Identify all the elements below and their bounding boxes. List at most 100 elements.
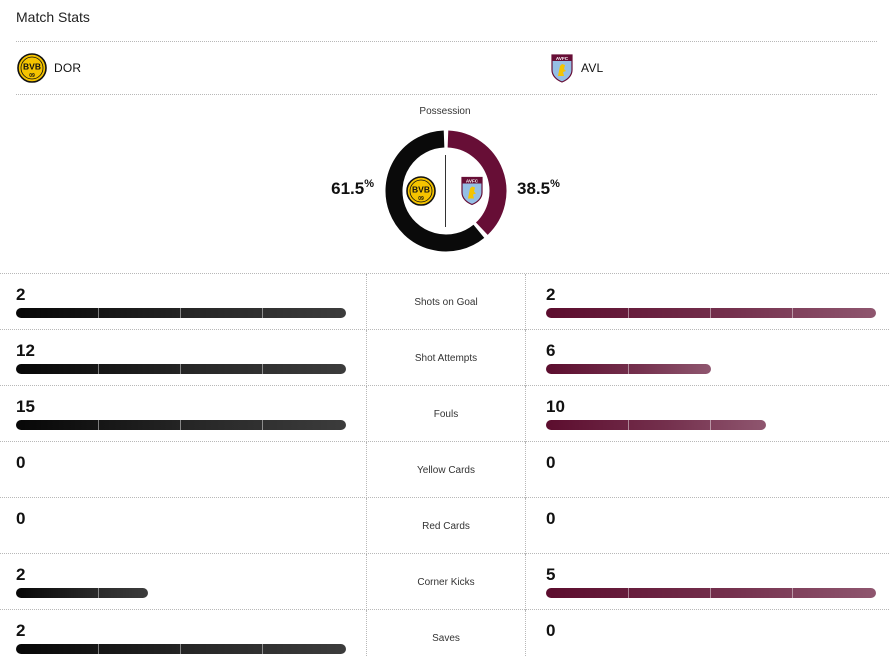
stat-bar-tick	[98, 364, 99, 374]
stat-bar-away	[546, 420, 766, 430]
possession-home-value: 61.5%	[308, 178, 374, 199]
possession-arc-home	[385, 130, 485, 252]
possession-unit: %	[550, 178, 560, 190]
stat-away-value: 10	[546, 397, 565, 416]
divider-teams	[16, 94, 877, 95]
stat-bar-tick	[792, 308, 793, 318]
stat-bar-tick	[710, 420, 711, 430]
stat-bar-tick	[262, 308, 263, 318]
stat-bar-tick	[792, 588, 793, 598]
stat-label: Saves	[432, 633, 460, 644]
stat-bar-tick	[98, 644, 99, 654]
stat-home-value: 12	[16, 341, 35, 360]
stat-label: Shots on Goal	[414, 297, 478, 308]
stat-bar-tick	[628, 308, 629, 318]
avfc-crest-icon: AVFC	[461, 176, 483, 206]
stat-bar-tick	[180, 644, 181, 654]
crest-text: BVB	[412, 185, 430, 195]
stat-home-value: 0	[16, 509, 26, 528]
stat-row: 2 5 Corner Kicks	[0, 553, 889, 610]
stat-label: Fouls	[433, 409, 459, 420]
team-away-abbr: AVL	[581, 61, 604, 75]
stat-separator-left	[366, 442, 367, 498]
match-stats-title: Match Stats	[16, 9, 90, 25]
stat-label: Shot Attempts	[414, 353, 478, 364]
stat-bar-tick	[710, 588, 711, 598]
team-away: AVFC AVL	[550, 52, 603, 84]
stat-bar-tick	[180, 364, 181, 374]
stat-separator-right	[525, 498, 526, 554]
crest-text: BVB	[23, 62, 41, 72]
stat-row: 2 0 Saves	[0, 609, 889, 657]
stat-bar-tick	[628, 364, 629, 374]
stat-home-value: 2	[16, 285, 26, 304]
stat-separator-right	[525, 274, 526, 330]
stat-separator-right	[525, 386, 526, 442]
stat-bar-tick	[98, 420, 99, 430]
stat-bar-home	[16, 588, 148, 598]
bvb-crest-icon: BVB 09	[406, 176, 436, 206]
stat-separator-right	[525, 554, 526, 610]
stat-bar-home	[16, 364, 346, 374]
stat-row: 2 2 Shots on Goal	[0, 273, 889, 330]
stat-bar-tick	[262, 644, 263, 654]
stat-label: Yellow Cards	[417, 465, 475, 476]
stat-separator-left	[366, 610, 367, 657]
stat-row: 15 10 Fouls	[0, 385, 889, 442]
stats-table: 2 2 Shots on Goal 12 6 Shot Attempts 15 10 Fouls…	[0, 273, 889, 657]
stat-separator-right	[525, 330, 526, 386]
stat-row: 0 0 Red Cards	[0, 497, 889, 554]
stat-bar-home	[16, 420, 346, 430]
possession-away-value: 38.5%	[517, 178, 587, 199]
team-home-abbr: DOR	[54, 61, 82, 75]
stat-away-value: 6	[546, 341, 556, 360]
stat-home-value: 15	[16, 397, 35, 416]
stat-home-value: 2	[16, 621, 26, 640]
stat-bar-home	[16, 308, 346, 318]
bvb-crest-icon: BVB 09	[17, 53, 47, 83]
possession-donut	[385, 130, 507, 252]
stat-bar-tick	[628, 420, 629, 430]
team-home: BVB 09 DOR	[17, 52, 81, 84]
stat-bar-away	[546, 308, 876, 318]
stat-home-value: 2	[16, 565, 26, 584]
possession-unit: %	[364, 178, 374, 190]
stat-bar-tick	[710, 308, 711, 318]
stat-bar-home	[16, 644, 346, 654]
crest-text: AVFC	[466, 179, 479, 184]
stat-label: Corner Kicks	[417, 577, 475, 588]
possession-away-number: 38.5	[517, 179, 551, 198]
stat-away-value: 5	[546, 565, 556, 584]
stat-separator-left	[366, 498, 367, 554]
divider-top	[16, 41, 877, 42]
stat-bar-tick	[180, 308, 181, 318]
stat-bar-tick	[628, 588, 629, 598]
stat-separator-left	[366, 386, 367, 442]
stat-separator-left	[366, 274, 367, 330]
stat-row: 12 6 Shot Attempts	[0, 329, 889, 386]
stat-bar-tick	[262, 364, 263, 374]
stat-away-value: 0	[546, 509, 556, 528]
crest-sub: 09	[29, 73, 35, 79]
stat-separator-right	[525, 442, 526, 498]
possession-arc-away	[447, 130, 507, 235]
stat-row: 0 0 Yellow Cards	[0, 441, 889, 498]
stat-bar-tick	[262, 420, 263, 430]
stat-home-value: 0	[16, 453, 26, 472]
crest-sub: 09	[418, 196, 424, 202]
stat-bar-tick	[180, 420, 181, 430]
possession-label: Possession	[419, 106, 471, 117]
stat-bar-away	[546, 588, 876, 598]
stat-separator-left	[366, 554, 367, 610]
stat-separator-right	[525, 610, 526, 657]
stat-away-value: 2	[546, 285, 556, 304]
possession-divider	[445, 155, 446, 227]
crest-text: AVFC	[556, 56, 569, 61]
stat-separator-left	[366, 330, 367, 386]
stat-bar-tick	[98, 588, 99, 598]
possession-home-number: 61.5	[331, 179, 365, 198]
avfc-crest-icon: AVFC	[551, 54, 573, 83]
stat-bar-away	[546, 364, 711, 374]
stat-bar-tick	[98, 308, 99, 318]
stat-label: Red Cards	[422, 521, 470, 532]
